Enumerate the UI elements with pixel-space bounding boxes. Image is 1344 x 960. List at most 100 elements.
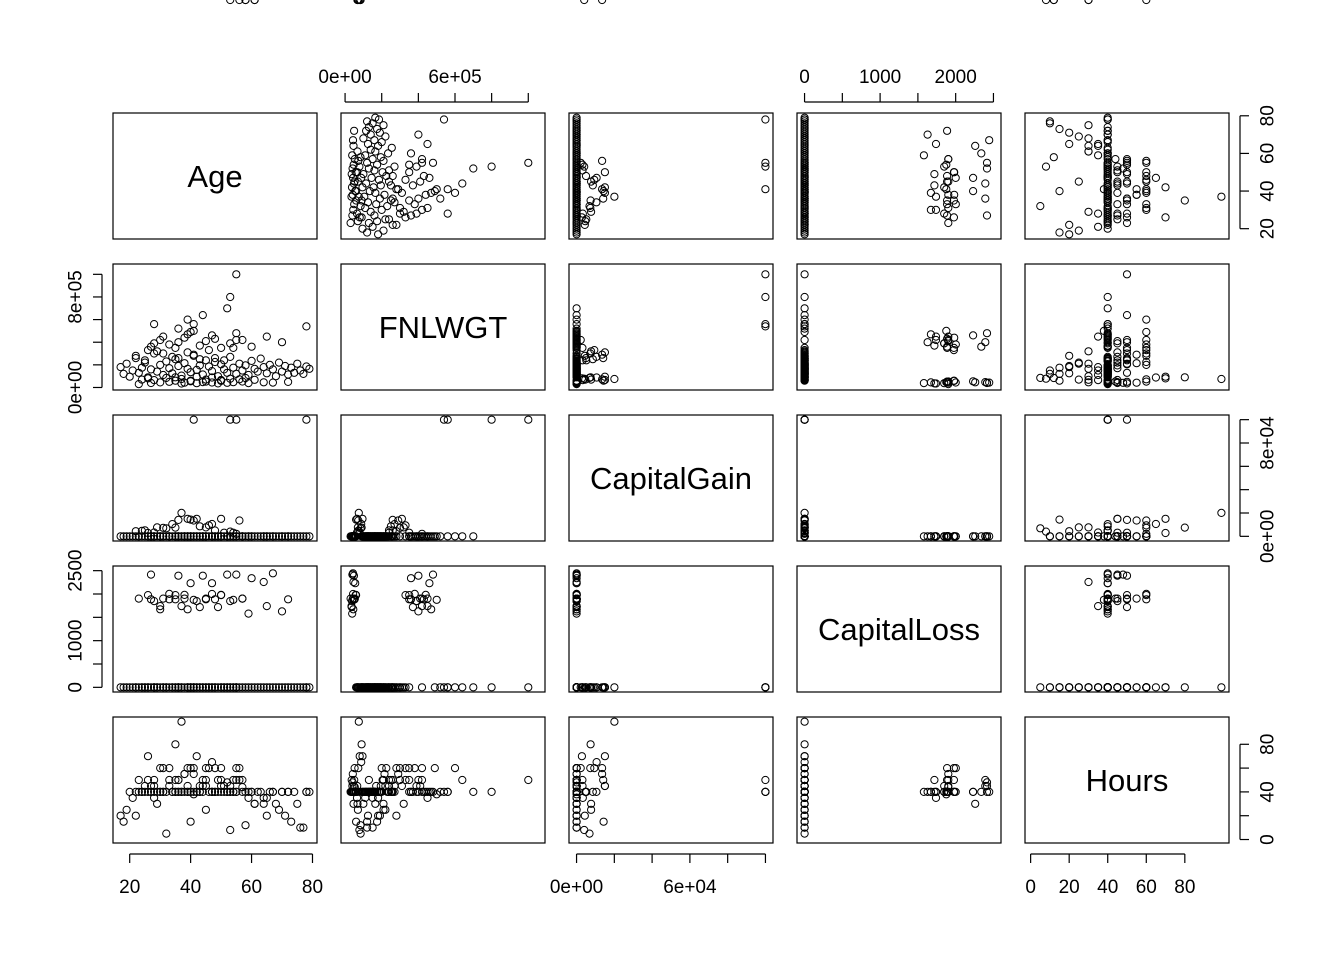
data-point <box>971 799 980 808</box>
data-point <box>353 514 362 523</box>
data-point <box>919 379 929 388</box>
data-point <box>186 579 195 588</box>
data-point <box>800 758 809 767</box>
data-point <box>244 609 253 618</box>
data-point <box>969 187 978 196</box>
data-point <box>951 200 960 209</box>
panel-frame <box>112 112 318 240</box>
data-point <box>195 683 204 692</box>
data-point <box>293 532 302 541</box>
data-point <box>572 793 581 803</box>
data-point <box>232 329 241 338</box>
data-point <box>244 787 253 797</box>
data-point <box>195 603 204 612</box>
data-point <box>982 211 992 220</box>
data-point <box>951 378 960 387</box>
data-point <box>610 192 619 201</box>
data-point <box>926 205 936 214</box>
data-point <box>524 683 533 692</box>
data-point <box>1142 343 1151 352</box>
data-point <box>1103 597 1112 606</box>
data-point <box>162 683 171 692</box>
data-point <box>1099 532 1109 541</box>
data-point <box>262 683 271 692</box>
data-point <box>262 532 271 541</box>
data-point <box>1041 162 1051 171</box>
data-point <box>1113 514 1122 523</box>
data-point <box>174 683 183 692</box>
data-point <box>371 188 380 197</box>
data-point <box>410 200 419 209</box>
data-point <box>1217 374 1226 384</box>
data-point <box>586 196 595 205</box>
data-point <box>940 532 949 541</box>
data-point <box>377 205 386 214</box>
panel-CapitalGain-Hours <box>1024 0 1230 542</box>
data-point <box>421 190 430 199</box>
data-point <box>363 228 372 237</box>
data-point <box>401 775 410 785</box>
data-point <box>580 825 589 835</box>
data-point <box>119 817 128 826</box>
data-point <box>1103 377 1112 386</box>
panel-frame <box>1024 263 1230 391</box>
data-point <box>572 149 581 158</box>
data-point <box>171 740 180 749</box>
data-point <box>192 514 201 523</box>
data-point <box>265 683 274 692</box>
data-point <box>982 778 992 787</box>
panel-frame <box>568 414 774 542</box>
data-point <box>1122 218 1132 228</box>
panel-frame <box>796 112 1002 240</box>
data-point <box>159 594 168 603</box>
data-point <box>1161 528 1170 538</box>
panel-frame <box>340 716 546 844</box>
data-point <box>405 595 414 604</box>
data-point <box>189 350 198 359</box>
data-point <box>982 164 992 173</box>
data-point <box>971 378 980 387</box>
data-point <box>186 532 195 541</box>
data-point <box>1074 177 1083 186</box>
data-point <box>1103 338 1112 347</box>
data-point <box>1103 171 1112 181</box>
data-point <box>377 138 386 147</box>
data-point <box>578 775 587 785</box>
data-point <box>348 151 357 160</box>
data-point <box>572 113 581 122</box>
data-point <box>359 134 368 143</box>
tick-label: 0 <box>799 67 810 88</box>
data-point <box>800 270 809 279</box>
data-point <box>800 320 809 329</box>
variable-label-FNLWGT: FNLWGT <box>379 310 508 345</box>
data-point <box>1122 368 1132 377</box>
tick-label: 80 <box>1258 734 1279 755</box>
data-point <box>1132 378 1141 387</box>
data-point <box>414 194 423 203</box>
panel-Age-FNLWGT <box>340 112 546 240</box>
data-point <box>1142 357 1151 367</box>
data-point <box>177 717 186 726</box>
data-point <box>247 787 256 797</box>
data-point <box>387 143 396 152</box>
data-point <box>371 113 380 122</box>
data-point <box>174 324 183 333</box>
data-point <box>150 320 159 329</box>
data-point <box>425 173 434 182</box>
data-point <box>800 356 809 365</box>
data-point <box>800 508 809 518</box>
panel-CapitalGain-CapitalGain: CapitalGain <box>568 414 774 542</box>
data-point <box>349 577 358 587</box>
data-point <box>1103 324 1112 333</box>
data-point <box>1041 374 1051 383</box>
data-point <box>204 683 213 692</box>
data-point <box>192 752 201 761</box>
data-point <box>1094 332 1103 341</box>
panel-frame <box>340 565 546 693</box>
data-point <box>981 194 990 203</box>
data-point <box>1122 415 1132 424</box>
data-point <box>1094 363 1103 372</box>
data-point <box>1111 155 1120 164</box>
data-point <box>800 311 809 320</box>
data-point <box>1084 134 1093 143</box>
